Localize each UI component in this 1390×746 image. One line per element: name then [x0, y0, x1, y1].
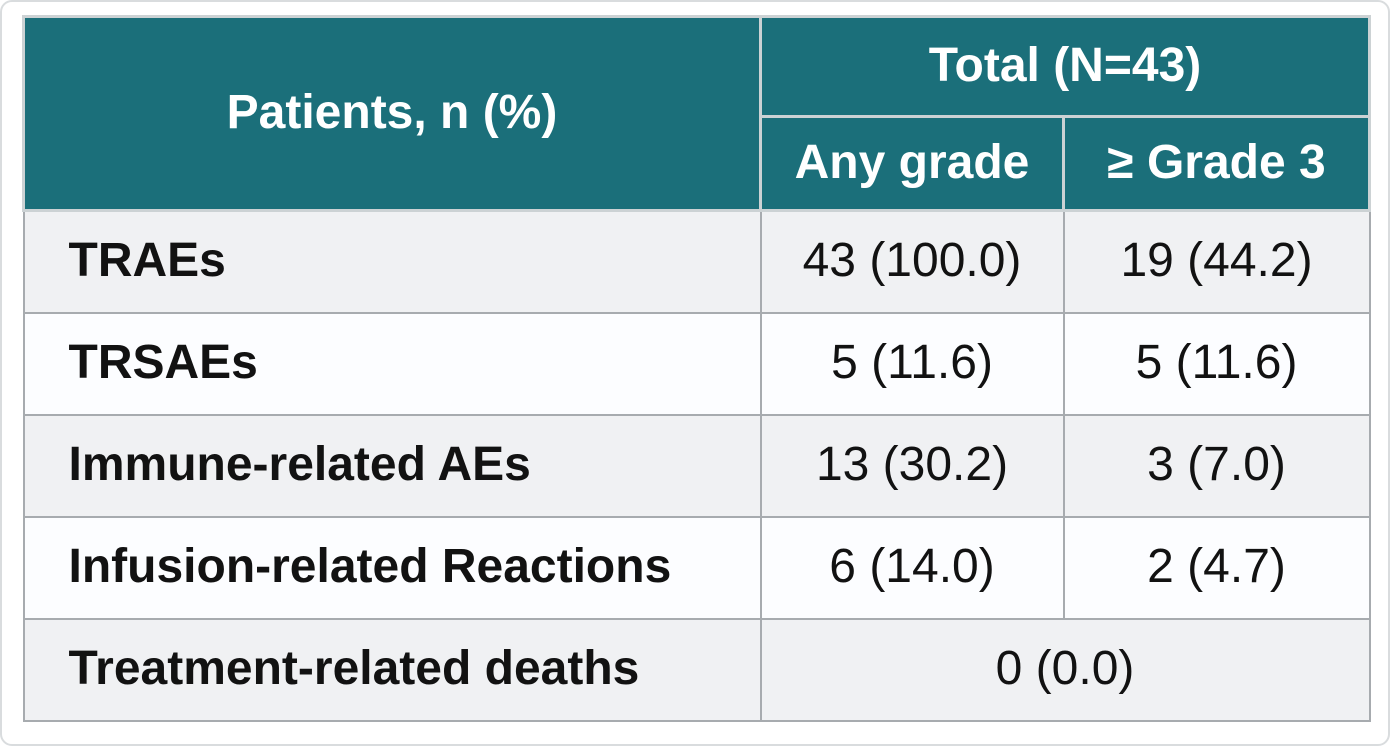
value-cell-any-grade: 43 (100.0): [759, 209, 1065, 314]
table-row-trsaes: TRSAEs 5 (11.6) 5 (11.6): [22, 311, 1371, 416]
value-cell-grade3-plus: 3 (7.0): [1062, 413, 1371, 518]
table-row-traes: TRAEs 43 (100.0) 19 (44.2): [22, 209, 1371, 314]
row-label: Treatment-related deaths: [22, 617, 762, 722]
corner-header-cell: Patients, n (%): [22, 15, 762, 212]
header-group-row: Patients, n (%) Total (N=43): [22, 15, 1372, 212]
value-cell-any-grade: 13 (30.2): [759, 413, 1065, 518]
value-cell-grade3-plus: 2 (4.7): [1062, 515, 1371, 620]
value-cell-any-grade: 5 (11.6): [759, 311, 1065, 416]
safety-table: Patients, n (%) Total (N=43) Any grade ≥…: [22, 15, 1372, 722]
group-header-cell: Total (N=43): [758, 15, 1372, 118]
row-label: Immune-related AEs: [22, 413, 762, 518]
table-row-treatment-related-deaths: Treatment-related deaths 0 (0.0): [22, 617, 1371, 722]
table-row-immune-related-aes: Immune-related AEs 13 (30.2) 3 (7.0): [22, 413, 1371, 518]
row-label: TRAEs: [22, 209, 762, 314]
subheader-any-grade: Any grade: [759, 115, 1065, 212]
subheader-grade3-plus: ≥ Grade 3: [1061, 115, 1372, 212]
merged-value-cell: 0 (0.0): [759, 617, 1371, 722]
row-label: Infusion-related Reactions: [22, 515, 762, 620]
table-row-infusion-related-reactions: Infusion-related Reactions 6 (14.0) 2 (4…: [22, 515, 1371, 620]
value-cell-any-grade: 6 (14.0): [759, 515, 1065, 620]
row-label: TRSAEs: [22, 311, 762, 416]
table-body: TRAEs 43 (100.0) 19 (44.2) TRSAEs 5 (11.…: [22, 209, 1371, 722]
header-sub-row: Any grade ≥ Grade 3: [24, 115, 1372, 212]
value-cell-grade3-plus: 5 (11.6): [1062, 311, 1371, 416]
table-header: Patients, n (%) Total (N=43) Any grade ≥…: [22, 15, 1372, 212]
value-cell-grade3-plus: 19 (44.2): [1062, 209, 1371, 314]
